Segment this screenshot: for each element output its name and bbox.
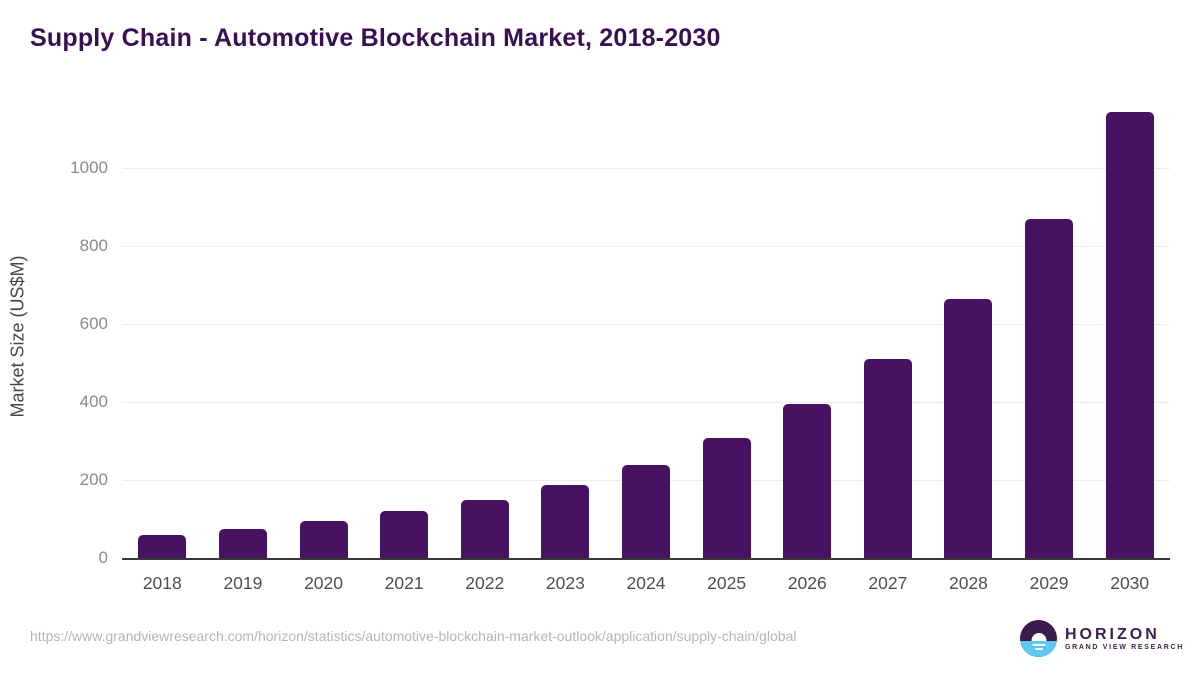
- bar-2021: [380, 511, 429, 559]
- bar-2019: [218, 528, 267, 559]
- x-tick-label: 2019: [223, 573, 263, 593]
- x-tick-label: 2025: [707, 573, 747, 593]
- plot-area: 0 200 400 600 800 1000 2018 2019 2020 2021 2022 20…: [70, 110, 1170, 593]
- x-tick-label: 2029: [1029, 573, 1069, 593]
- bar-2027: [863, 359, 912, 559]
- y-tick-label: 0: [98, 548, 108, 567]
- logo-sun-shape: [1031, 633, 1046, 642]
- bar-2020: [299, 520, 348, 559]
- y-tick-label: 1000: [70, 157, 108, 177]
- bar-2023: [541, 484, 590, 559]
- bar-2018: [138, 534, 187, 559]
- x-axis-line: [122, 558, 1170, 560]
- gridline: [122, 401, 1170, 403]
- gridline: [122, 323, 1170, 325]
- source-url: https://www.grandviewresearch.com/horizo…: [30, 628, 797, 644]
- x-tick-label: 2021: [384, 573, 424, 593]
- logo-ripple-shape: [1032, 643, 1045, 646]
- logo-text: HORIZON GRAND VIEW RESEARCH: [1065, 626, 1184, 652]
- x-tick-label: 2022: [465, 573, 505, 593]
- horizon-sun-icon: [1020, 620, 1057, 657]
- y-tick-label: 800: [79, 235, 108, 255]
- bar-2030: [1105, 111, 1154, 559]
- x-tick-label: 2020: [304, 573, 343, 593]
- bar-2024: [622, 464, 670, 559]
- x-tick-label: 2028: [948, 573, 988, 593]
- bar-2026: [783, 404, 832, 559]
- y-axis-title: Market Size (US$M): [7, 255, 28, 418]
- x-tick-label: 2024: [626, 573, 666, 593]
- x-tick-label: 2023: [545, 573, 585, 593]
- gridline: [122, 167, 1170, 169]
- bar-2022: [460, 500, 509, 559]
- x-tick-label: 2026: [787, 573, 827, 593]
- y-tick-label: 600: [79, 313, 108, 333]
- bar-2025: [702, 437, 751, 559]
- logo-title: HORIZON: [1065, 625, 1160, 643]
- logo-subtitle: GRAND VIEW RESEARCH: [1065, 644, 1185, 652]
- horizon-logo: HORIZON GRAND VIEW RESEARCH: [1020, 620, 1184, 657]
- y-tick-label: 200: [79, 469, 108, 489]
- gridline: [122, 245, 1170, 247]
- bar-2029: [1025, 218, 1074, 559]
- x-tick-label: 2030: [1110, 573, 1150, 593]
- x-tick-label: 2027: [868, 573, 908, 593]
- bar-2028: [944, 298, 993, 559]
- y-tick-label: 400: [79, 391, 108, 411]
- x-tick-label: 2018: [142, 573, 182, 593]
- logo-ripple-shape: [1034, 647, 1043, 650]
- chart-title: Supply Chain - Automotive Blockchain Mar…: [30, 24, 721, 52]
